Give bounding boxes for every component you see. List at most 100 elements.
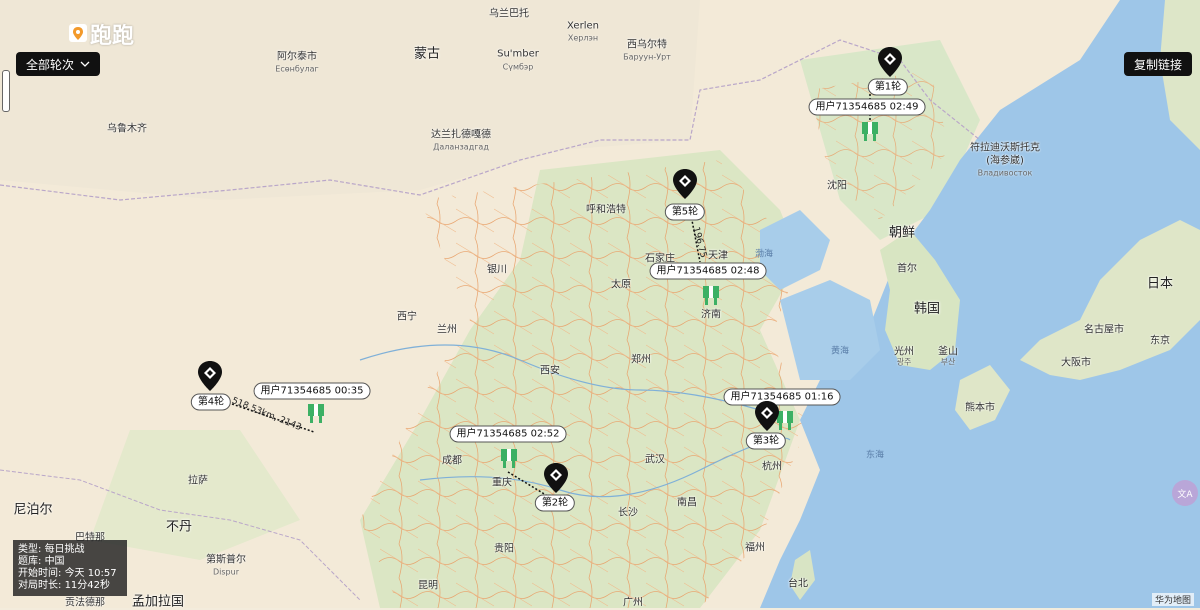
round-1-user-label: 用户71354685 02:49	[808, 98, 926, 116]
city-dispur: 第斯普尔	[206, 554, 246, 566]
round-4-label: 第4轮	[190, 393, 232, 411]
city-kumamoto: 熊本市	[965, 402, 995, 414]
city-sumber: Su'mber	[497, 48, 539, 60]
info-start-label: 开始时间:	[18, 568, 62, 579]
label-yellow-sea: 黄海	[830, 346, 850, 357]
map-attribution: 华为地图	[1151, 593, 1194, 606]
label-bhutan: 不丹	[165, 519, 193, 535]
copy-link-button[interactable]: 复制链接	[1124, 52, 1192, 76]
city-dalanzadgad: 达兰扎德嘎德	[431, 129, 491, 141]
label-east-sea: 东海	[865, 450, 885, 461]
city-xerlen-mn: Херлэн	[567, 33, 599, 43]
city-gwangju-ko: 광주	[896, 357, 912, 367]
round-3-flag-icon	[777, 411, 793, 430]
city-guangzhou: 广州	[623, 597, 643, 609]
info-duration-value: 11分42秒	[64, 580, 111, 591]
city-taiyuan: 太原	[611, 279, 631, 291]
city-busan: 釜山	[938, 346, 958, 358]
round-5-flag-icon	[703, 286, 719, 305]
city-seoul: 首尔	[897, 263, 917, 275]
round-3-marker-icon[interactable]	[754, 400, 780, 432]
city-xining: 西宁	[397, 311, 417, 323]
city-nagoya: 名古屋市	[1084, 324, 1124, 336]
city-dalanzadgad-mn: Даланзадгад	[433, 142, 489, 152]
round-3-user-label: 用户71354685 01:16	[723, 388, 841, 406]
city-osaka: 大阪市	[1061, 357, 1091, 369]
city-guiyang: 贵阳	[494, 543, 514, 555]
label-bohai: 渤海	[754, 249, 774, 260]
game-info-panel: 类型: 每日挑战 题库: 中国 开始时间: 今天 10:57 对局时长: 11分…	[13, 540, 127, 596]
city-yinchuan: 银川	[487, 264, 507, 276]
city-wuhan: 武汉	[645, 454, 665, 466]
round-2-user-label: 用户71354685 02:52	[449, 425, 567, 443]
info-bank-row: 题库: 中国	[18, 556, 122, 568]
label-japan: 日本	[1146, 276, 1174, 292]
city-hohhot: 呼和浩特	[586, 204, 626, 216]
label-bangladesh: 孟加拉国	[131, 594, 185, 610]
city-biratnagar: 巴特那	[75, 532, 105, 544]
rounds-dropdown-label: 全部轮次	[25, 57, 74, 72]
city-busan-ko: 부산	[940, 357, 956, 367]
city-altai: 阿尔泰市	[277, 51, 317, 63]
city-dispur-en: Dispur	[213, 567, 239, 577]
city-tokyo: 东京	[1150, 335, 1170, 347]
city-xian: 西安	[540, 365, 560, 377]
round-5-user-label: 用户71354685 02:48	[649, 262, 767, 280]
city-zhengzhou: 郑州	[631, 354, 651, 366]
info-type-row: 类型: 每日挑战	[18, 544, 122, 556]
label-korea-south: 韩国	[913, 301, 941, 317]
city-altai-mn: Есөнбулаг	[275, 64, 319, 74]
city-tianjin: 天津	[708, 250, 728, 262]
label-nepal: 尼泊尔	[13, 502, 53, 518]
info-type-label: 类型:	[18, 544, 42, 555]
round-5-marker-icon[interactable]	[672, 168, 698, 200]
round-2-label: 第2轮	[534, 494, 576, 512]
translate-icon[interactable]: 文A	[1172, 480, 1198, 506]
side-panel-handle[interactable]	[2, 70, 10, 112]
info-type-value: 每日挑战	[44, 544, 85, 555]
round-2-flag-icon	[501, 449, 517, 468]
city-shenyang: 沈阳	[827, 180, 847, 192]
info-duration-label: 对局时长:	[18, 580, 62, 591]
round-3-label: 第3轮	[745, 432, 787, 450]
info-duration-row: 对局时长: 11分42秒	[18, 580, 122, 592]
logo-text: 跑跑	[90, 24, 135, 49]
city-ulaanbaatar: 乌兰巴托	[489, 8, 529, 20]
city-choibalsan-mn: Баруун-Урт	[623, 52, 671, 62]
copy-link-label: 复制链接	[1133, 57, 1182, 72]
city-lhasa: 拉萨	[188, 475, 208, 487]
city-taipei: 台北	[788, 578, 808, 590]
city-urumqi: 乌鲁木齐	[107, 123, 147, 135]
round-4-marker-icon[interactable]	[197, 360, 223, 392]
round-1-marker-icon[interactable]	[877, 46, 903, 78]
round-4-user-label: 用户71354685 00:35	[253, 382, 371, 400]
round-1-flag-icon	[862, 122, 878, 141]
label-korea-north: 朝鲜	[888, 225, 916, 241]
city-choibalsan: 西乌尔特	[627, 39, 667, 51]
label-mongolia: 蒙古	[413, 46, 441, 62]
city-changsha: 长沙	[618, 507, 638, 519]
city-vladivostok-hai: (海参崴)	[986, 155, 1024, 167]
city-lanzhou: 兰州	[437, 324, 457, 336]
city-jinan: 济南	[701, 309, 721, 321]
city-shijiazhuang: 石家庄	[645, 253, 675, 265]
city-kunming: 昆明	[418, 580, 438, 592]
info-bank-label: 题库:	[18, 556, 42, 567]
info-start-value: 今天 10:57	[64, 568, 117, 579]
round-5-label: 第5轮	[664, 203, 706, 221]
city-chongqing: 重庆	[492, 477, 512, 489]
city-gwangju: 光州	[894, 346, 914, 358]
round-2-marker-icon[interactable]	[543, 462, 569, 494]
city-vladivostok-ru: Владивосток	[977, 168, 1033, 178]
round-4-flag-icon	[308, 404, 324, 423]
city-sumber-mn: Сүмбэр	[502, 62, 534, 72]
rounds-dropdown[interactable]: 全部轮次	[16, 52, 100, 76]
chevron-down-icon	[80, 61, 90, 67]
city-vladivostok: 符拉迪沃斯托克	[970, 142, 1040, 154]
info-bank-value: 中国	[44, 556, 65, 567]
city-chengdu: 成都	[442, 455, 462, 467]
round-1-label: 第1轮	[867, 78, 909, 96]
city-xerlen: Xerlen	[567, 20, 599, 32]
city-fuzhou: 福州	[745, 542, 765, 554]
city-guwahati: 贡法德那	[65, 597, 105, 609]
